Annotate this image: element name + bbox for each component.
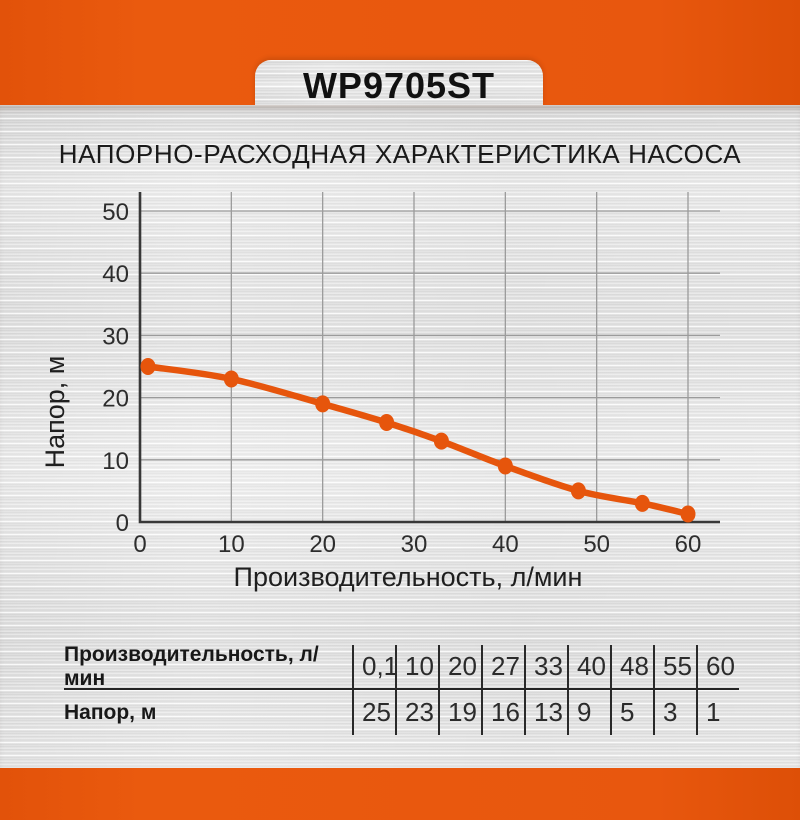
x-tick-label: 20 <box>309 531 336 558</box>
x-tick-label: 40 <box>492 531 519 558</box>
data-point-marker <box>634 494 650 512</box>
data-point-marker <box>497 457 513 475</box>
data-point-marker <box>140 358 156 375</box>
x-tick-label: 30 <box>401 531 428 558</box>
model-tab: WP9705ST <box>255 60 543 106</box>
x-tick-label: 60 <box>675 531 702 558</box>
table-value-cell: 1 <box>696 690 739 735</box>
x-tick-label: 0 <box>133 531 146 558</box>
chart-gridlines <box>140 192 720 522</box>
data-point-marker <box>680 505 696 523</box>
table-row-label: Напор, м <box>64 700 157 724</box>
table-value-cell: 19 <box>438 690 481 735</box>
pump-curve-chart: 0 10 20 30 40 50 60 0 10 20 30 40 50 Производительно… <box>40 192 720 592</box>
y-axis-title: Напор, м <box>40 356 70 469</box>
table-value-cell: 10 <box>395 645 438 690</box>
table-value-cell: 33 <box>524 645 567 690</box>
model-name: WP9705ST <box>302 65 496 106</box>
y-tick-label: 0 <box>116 510 129 537</box>
chart-axes <box>138 192 720 524</box>
data-point-marker <box>433 432 449 450</box>
table-value-cell: 5 <box>610 690 653 735</box>
table-value-cell: 40 <box>567 645 610 690</box>
table-value-cell: 13 <box>524 690 567 735</box>
table-value-cell: 3 <box>653 690 696 735</box>
table-value-cell: 60 <box>696 645 739 690</box>
table-value-cell: 9 <box>567 690 610 735</box>
y-tick-label: 50 <box>102 199 129 226</box>
y-tick-label: 40 <box>102 261 129 288</box>
main-panel <box>0 105 800 768</box>
table-value-cell: 48 <box>610 645 653 690</box>
y-tick-label: 30 <box>102 323 129 350</box>
data-point-marker <box>570 482 586 500</box>
y-tick-label: 20 <box>102 386 129 413</box>
table-value-cell: 16 <box>481 690 524 735</box>
y-tick-label: 10 <box>102 448 129 475</box>
table-value-cell: 23 <box>395 690 438 735</box>
table-value-cell: 27 <box>481 645 524 690</box>
data-point-marker <box>315 395 331 413</box>
x-tick-label: 10 <box>218 531 245 558</box>
axis-lines <box>138 192 720 524</box>
x-tick-label: 50 <box>583 531 610 558</box>
pump-curve-line <box>144 363 692 518</box>
data-point-marker <box>223 370 239 388</box>
table-value-cell: 55 <box>653 645 696 690</box>
data-point-marker <box>379 413 395 431</box>
pump-curve-series <box>140 358 696 523</box>
chart-tick-labels: 0 10 20 30 40 50 60 0 10 20 30 40 50 <box>102 199 701 558</box>
table-value-cell: 25 <box>352 690 395 735</box>
spec-table: Производительность, л/мин 0,1 10 20 27 33 40 48… <box>64 643 739 735</box>
x-axis-title: Производительность, л/мин <box>234 562 583 592</box>
table-row-label: Производительность, л/мин <box>64 643 352 690</box>
page-title: НАПОРНО-РАСХОДНАЯ ХАРАКТЕРИСТИКА НАСОСА <box>58 139 742 169</box>
table-value-cell: 0,1 <box>352 645 398 690</box>
table-value-cell: 20 <box>438 645 481 690</box>
